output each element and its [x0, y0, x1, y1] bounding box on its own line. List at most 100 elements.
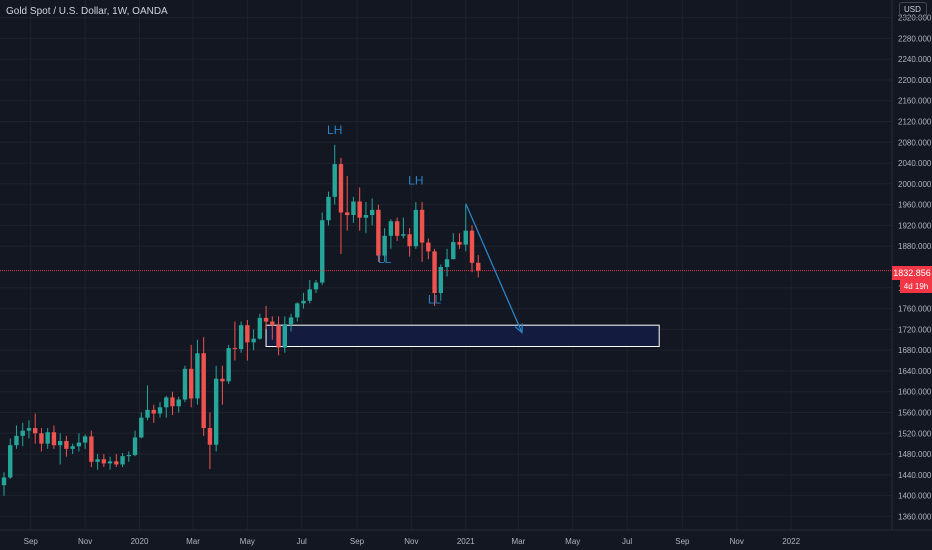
- candle-body: [226, 348, 231, 382]
- x-tick-label: Mar: [511, 537, 525, 546]
- candle-body: [394, 221, 400, 236]
- y-tick-label: 1520.000: [898, 429, 932, 438]
- x-tick-label: May: [565, 537, 580, 546]
- candle-body: [201, 353, 206, 429]
- y-tick-label: 1960.000: [898, 201, 932, 210]
- candle-body: [276, 325, 281, 348]
- currency-label: USD: [904, 5, 921, 14]
- y-tick-label: 2280.000: [898, 34, 932, 43]
- candle-body: [39, 433, 44, 444]
- candle-body: [189, 368, 194, 399]
- candle-body: [476, 262, 481, 271]
- y-tick-label: 2240.000: [898, 55, 932, 64]
- x-tick-label: 2021: [457, 537, 475, 546]
- candle-body: [157, 407, 163, 414]
- y-tick-label: 1360.000: [898, 512, 932, 521]
- candle-body: [107, 461, 113, 464]
- candle-body: [351, 201, 356, 216]
- candle-body: [207, 428, 213, 445]
- candle-body: [320, 220, 325, 283]
- currency-button[interactable]: [899, 2, 927, 18]
- y-tick-label: 1880.000: [898, 242, 932, 251]
- candle-body: [282, 324, 287, 348]
- candle-body: [382, 235, 387, 256]
- candle-body: [170, 397, 175, 407]
- candle-body: [20, 430, 25, 436]
- demand-zone: [265, 324, 660, 347]
- y-tick-label: 1400.000: [898, 492, 932, 501]
- candle-body: [14, 435, 19, 446]
- y-tick-label: 2120.000: [898, 118, 932, 127]
- y-tick-label: 2080.000: [898, 138, 932, 147]
- projection-arrow-head: [514, 323, 523, 334]
- y-tick-label: 2160.000: [898, 97, 932, 106]
- y-tick-label: 1480.000: [898, 450, 932, 459]
- x-tick-label: Mar: [186, 537, 200, 546]
- candle-body: [369, 209, 375, 216]
- projection-arrow-line: [465, 203, 523, 333]
- candle-body: [444, 259, 450, 267]
- candle-body: [295, 303, 300, 318]
- candle-body: [326, 196, 331, 221]
- time-axis-labels: Sep Nov 2020 Mar May Jul Sep Nov 2021 Mar May Jul Se…: [24, 537, 801, 546]
- annotation-label: LH: [327, 123, 342, 137]
- y-tick-label: 1440.000: [898, 471, 932, 480]
- candle-body: [438, 267, 443, 293]
- x-tick-label: Sep: [675, 537, 690, 546]
- x-tick-label: 2020: [131, 537, 149, 546]
- y-tick-label: 1600.000: [898, 388, 932, 397]
- candle-body: [419, 209, 425, 243]
- candle-body: [407, 234, 412, 247]
- candle-body: [288, 317, 294, 325]
- candle-body: [126, 455, 131, 457]
- candle-body: [357, 201, 362, 218]
- x-tick-label: 2022: [782, 537, 800, 546]
- price-axis-labels: 1360.000 1400.000 1440.000 1480.000 1520.000…: [898, 14, 932, 522]
- candle-body: [432, 251, 437, 293]
- candle-body: [232, 348, 238, 350]
- candle-body: [45, 432, 50, 444]
- candle-body: [345, 212, 350, 216]
- candle-body: [95, 459, 100, 462]
- annotations-layer: LH LH LL LL: [327, 123, 442, 306]
- candle-body: [469, 230, 475, 263]
- demand-zone-layer: [265, 324, 660, 347]
- candle-body: [301, 300, 306, 304]
- candle-body: [457, 242, 462, 245]
- candle-body: [376, 209, 381, 256]
- candle-body: [139, 417, 144, 438]
- y-tick-label: 1560.000: [898, 408, 932, 417]
- x-tick-label: Sep: [350, 537, 365, 546]
- x-tick-label: May: [240, 537, 255, 546]
- x-tick-label: Sep: [24, 537, 39, 546]
- x-tick-label: Nov: [730, 537, 744, 546]
- candle-body: [332, 164, 337, 197]
- candle-body: [238, 325, 244, 350]
- y-tick-label: 2040.000: [898, 159, 932, 168]
- symbol-title: Gold Spot / U.S. Dollar, 1W, OANDA: [6, 6, 168, 17]
- candle-body: [463, 230, 468, 245]
- candle-body: [213, 378, 219, 445]
- x-tick-label: Jul: [622, 537, 632, 546]
- candle-body: [114, 461, 119, 465]
- candle-body: [164, 397, 169, 408]
- candle-body: [89, 436, 94, 462]
- candle-body: [176, 399, 181, 407]
- y-tick-label: 1680.000: [898, 346, 932, 355]
- candle-body: [245, 325, 250, 343]
- candle-body: [270, 321, 275, 326]
- candle-body: [151, 409, 156, 414]
- bar-countdown-tag: 4d 19h: [900, 280, 932, 293]
- y-tick-label: 1640.000: [898, 367, 932, 376]
- x-tick-label: Nov: [404, 537, 418, 546]
- candle-body: [195, 353, 200, 399]
- candle-body: [51, 432, 57, 446]
- candle-body: [451, 242, 456, 260]
- candle-body: [70, 446, 75, 449]
- y-tick-label: 2320.000: [898, 14, 932, 23]
- price-axis-panel[interactable]: [892, 0, 932, 530]
- candle-body: [426, 242, 431, 252]
- candle-body: [307, 289, 312, 301]
- last-price-tag: 1832.856: [892, 266, 932, 280]
